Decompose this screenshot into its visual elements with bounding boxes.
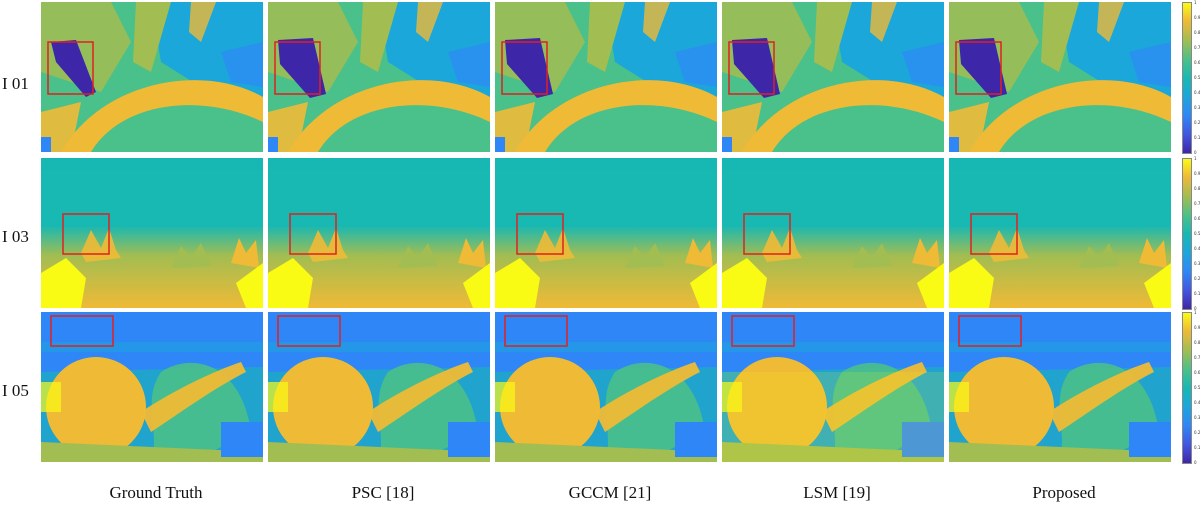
colorbar-tick-label: 0.3 [1194,261,1200,266]
depth-map-image [268,158,490,308]
depth-map-panel [949,158,1171,308]
depth-map-image [949,158,1171,308]
depth-map-image [268,312,490,462]
depth-map-image [41,158,263,308]
depth-map-image [495,312,717,462]
colorbar-tick-label: 0.4 [1194,246,1200,251]
colorbar-tick-label: 0.5 [1194,385,1200,390]
depth-map-panel [495,2,717,152]
colorbar-tick-label: 0 [1194,150,1197,155]
colorbar-tick-label: 0.8 [1194,186,1200,191]
depth-map-image [41,2,263,152]
colorbar-tick-label: 0.5 [1194,231,1200,236]
depth-map-image [495,158,717,308]
colorbar-ticks-row-2: 1 0.9 0.8 0.7 0.6 0.5 0.4 0.3 0.2 0.1 0 [1194,156,1200,311]
colorbar-tick-label: 0.9 [1194,171,1200,176]
colorbar-tick-label: 0.7 [1194,45,1200,50]
colorbar-tick-label: 0 [1194,460,1197,465]
depth-map-panel [722,2,944,152]
row-label-i05: I 05 [2,381,29,400]
depth-map-panel [41,2,263,152]
colorbar-tick-label: 0.2 [1194,430,1200,435]
colorbar-tick-label: 0.7 [1194,201,1200,206]
depth-map-panel [41,158,263,308]
row-label-i01: I 01 [2,74,29,93]
colorbar-row-2 [1182,158,1192,310]
row-label-i03: I 03 [2,227,29,246]
colorbar-ticks-row-1: 1 0.9 0.8 0.7 0.6 0.5 0.4 0.3 0.2 0.1 0 [1194,0,1200,155]
colorbar-tick-label: 0.8 [1194,30,1200,35]
colorbar-tick-label: 0.6 [1194,370,1200,375]
depth-map-panel [949,2,1171,152]
depth-map-image [949,312,1171,462]
colorbar-tick-label: 0.3 [1194,105,1200,110]
col-label-ground-truth: Ground Truth [109,483,203,502]
col-label-gccm: GCCM [21] [568,483,652,502]
colorbar-tick-label: 0.8 [1194,340,1200,345]
col-label-psc: PSC [18] [351,483,415,502]
colorbar-tick-label: 1 [1194,310,1197,315]
colorbar-tick-label: 0.3 [1194,415,1200,420]
colorbar-tick-label: 0 [1194,306,1197,311]
depth-map-panel [41,312,263,462]
depth-map-panel [722,312,944,462]
colorbar-tick-label: 0.9 [1194,325,1200,330]
depth-map-panel [268,2,490,152]
colorbar-tick-label: 0.4 [1194,400,1200,405]
depth-map-image [268,2,490,152]
depth-map-panel [268,158,490,308]
colorbar-tick-label: 0.5 [1194,75,1200,80]
depth-map-panel [495,158,717,308]
depth-map-image [949,2,1171,152]
depth-map-image [41,312,263,462]
colorbar-row-3 [1182,312,1192,464]
colorbar-tick-label: 0.2 [1194,276,1200,281]
depth-map-image [722,2,944,152]
depth-map-panel [722,158,944,308]
colorbar-ticks-row-3: 1 0.9 0.8 0.7 0.6 0.5 0.4 0.3 0.2 0.1 0 [1194,310,1200,465]
colorbar-tick-label: 0.7 [1194,355,1200,360]
colorbar-tick-label: 0.9 [1194,15,1200,20]
col-label-proposed: Proposed [1032,483,1096,502]
colorbar-tick-label: 1 [1194,156,1197,161]
colorbar-tick-label: 0.6 [1194,216,1200,221]
depth-map-panel [495,312,717,462]
colorbar-tick-label: 1 [1194,0,1197,5]
depth-map-image [722,312,944,462]
depth-map-image [495,2,717,152]
depth-map-panel [268,312,490,462]
col-label-lsm: LSM [19] [803,483,871,502]
colorbar-tick-label: 0.4 [1194,90,1200,95]
colorbar-tick-label: 0.1 [1194,135,1200,140]
colorbar-tick-label: 0.1 [1194,445,1200,450]
colorbar-tick-label: 0.6 [1194,60,1200,65]
depth-map-panel [949,312,1171,462]
colorbar-tick-label: 0.2 [1194,120,1200,125]
depth-map-image [722,158,944,308]
colorbar-row-1 [1182,2,1192,154]
colorbar-tick-label: 0.1 [1194,291,1200,296]
